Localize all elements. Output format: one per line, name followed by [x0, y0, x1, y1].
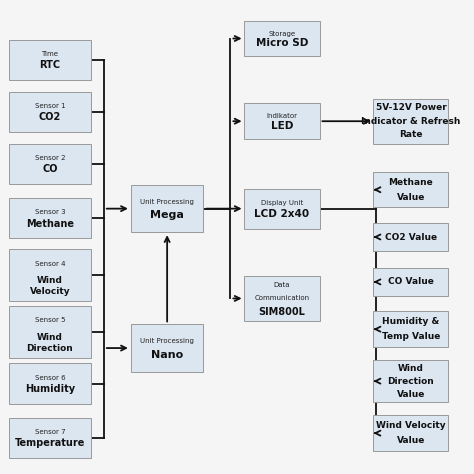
Text: Temperature: Temperature [15, 438, 85, 448]
FancyBboxPatch shape [245, 189, 319, 229]
Text: 5V-12V Power: 5V-12V Power [375, 103, 447, 112]
Text: Data: Data [274, 282, 290, 288]
FancyBboxPatch shape [374, 360, 448, 402]
FancyBboxPatch shape [245, 276, 319, 321]
FancyBboxPatch shape [9, 198, 91, 238]
Text: Indicator & Refresh: Indicator & Refresh [361, 117, 461, 126]
Text: Sensor 6: Sensor 6 [35, 375, 65, 381]
Text: Temp Value: Temp Value [382, 332, 440, 341]
Text: CO2: CO2 [39, 112, 61, 122]
Text: Unit Processing: Unit Processing [140, 338, 194, 345]
FancyBboxPatch shape [374, 311, 448, 347]
Text: LED: LED [271, 121, 293, 131]
Text: Methane: Methane [26, 219, 74, 229]
FancyBboxPatch shape [9, 306, 91, 357]
Text: Communication: Communication [255, 295, 310, 301]
Text: Methane: Methane [389, 178, 433, 187]
FancyBboxPatch shape [9, 144, 91, 184]
Text: Mega: Mega [150, 210, 184, 220]
Text: Rate: Rate [399, 130, 423, 139]
FancyBboxPatch shape [9, 40, 91, 80]
Text: Time: Time [41, 51, 58, 57]
FancyBboxPatch shape [131, 324, 203, 372]
Text: CO: CO [42, 164, 58, 174]
Text: Display Unit: Display Unit [261, 200, 303, 206]
Text: Nano: Nano [151, 350, 183, 360]
Text: SIM800L: SIM800L [258, 307, 305, 317]
Text: Storage: Storage [268, 30, 296, 36]
FancyBboxPatch shape [374, 415, 448, 451]
Text: Micro SD: Micro SD [256, 38, 308, 48]
Text: CO Value: CO Value [388, 277, 434, 286]
Text: Wind: Wind [398, 364, 424, 373]
Text: Value: Value [397, 193, 425, 202]
Text: RTC: RTC [39, 60, 61, 71]
Text: Wind
Direction: Wind Direction [27, 333, 73, 353]
FancyBboxPatch shape [374, 223, 448, 251]
Text: Value: Value [397, 390, 425, 399]
Text: Humidity: Humidity [25, 384, 75, 394]
FancyBboxPatch shape [9, 364, 91, 403]
FancyBboxPatch shape [131, 185, 203, 232]
Text: Wind
Velocity: Wind Velocity [29, 276, 70, 296]
FancyBboxPatch shape [9, 249, 91, 301]
FancyBboxPatch shape [374, 172, 448, 208]
Text: LCD 2x40: LCD 2x40 [255, 209, 310, 219]
Text: Sensor 4: Sensor 4 [35, 261, 65, 266]
FancyBboxPatch shape [9, 91, 91, 132]
FancyBboxPatch shape [9, 418, 91, 458]
Text: Sensor 3: Sensor 3 [35, 210, 65, 216]
FancyBboxPatch shape [245, 103, 319, 139]
Text: CO2 Value: CO2 Value [385, 233, 437, 241]
FancyBboxPatch shape [374, 99, 448, 144]
Text: Humidity &: Humidity & [383, 317, 439, 326]
FancyBboxPatch shape [245, 21, 319, 56]
Text: Value: Value [397, 437, 425, 446]
Text: Wind Velocity: Wind Velocity [376, 421, 446, 430]
Text: Sensor 1: Sensor 1 [35, 103, 65, 109]
Text: Sensor 7: Sensor 7 [35, 429, 65, 435]
FancyBboxPatch shape [374, 268, 448, 296]
Text: Indikator: Indikator [266, 113, 298, 119]
Text: Sensor 2: Sensor 2 [35, 155, 65, 161]
Text: Direction: Direction [388, 377, 434, 386]
Text: Sensor 5: Sensor 5 [35, 317, 65, 323]
Text: Unit Processing: Unit Processing [140, 199, 194, 205]
